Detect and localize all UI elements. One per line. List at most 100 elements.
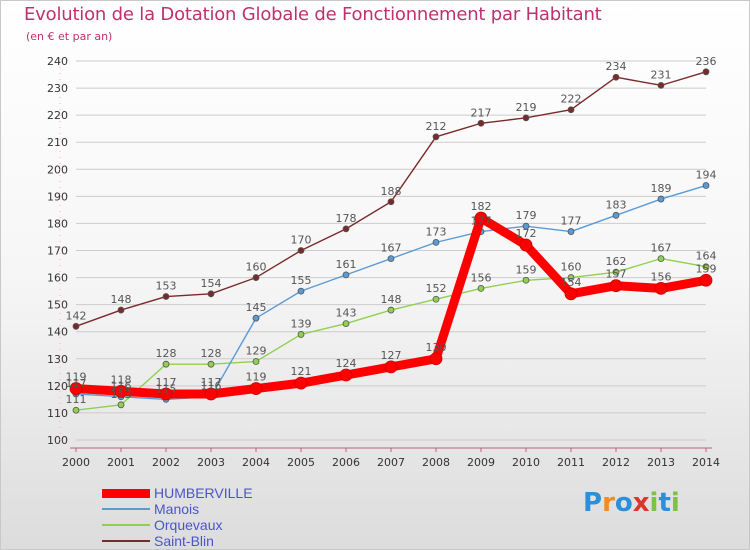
data-label-saint-blin: 219 [516, 101, 537, 114]
data-label-orquevaux: 164 [696, 250, 717, 263]
y-tick-label: 240 [47, 55, 68, 68]
data-label-humberville: 127 [381, 349, 402, 362]
data-point-manois [297, 287, 305, 295]
data-label-orquevaux: 160 [561, 261, 582, 274]
y-tick-label: 130 [47, 353, 68, 366]
data-point-orquevaux [567, 274, 575, 281]
data-point-humberville [474, 211, 488, 225]
data-label-humberville: 119 [246, 371, 267, 384]
x-tick-label: 2010 [512, 456, 540, 469]
x-tick-label: 2001 [107, 456, 135, 469]
data-label-saint-blin: 234 [606, 60, 627, 73]
data-label-saint-blin: 178 [336, 212, 357, 225]
data-label-manois: 194 [696, 169, 717, 182]
data-point-orquevaux [162, 360, 170, 368]
y-tick-label: 200 [47, 163, 68, 176]
data-label-humberville: 130 [426, 341, 447, 354]
data-label-manois: 189 [651, 182, 672, 195]
data-point-orquevaux [117, 401, 125, 409]
data-point-saint-blin [252, 274, 260, 281]
data-label-saint-blin: 160 [246, 261, 267, 274]
data-point-saint-blin [387, 198, 395, 206]
logo-letter: i [670, 488, 680, 518]
logo-letter: o [614, 488, 633, 518]
data-label-manois: 116 [201, 380, 222, 393]
data-point-manois [567, 228, 575, 235]
data-point-saint-blin [522, 114, 530, 122]
x-tick-label: 2008 [422, 456, 450, 469]
data-point-saint-blin [342, 225, 350, 233]
data-label-saint-blin: 142 [66, 309, 87, 322]
legend-label-manois: Manois [154, 501, 200, 517]
data-label-humberville: 124 [336, 357, 357, 370]
data-label-humberville: 117 [156, 376, 177, 389]
chart-subtitle: (en € et par an) [26, 30, 113, 43]
data-label-manois: 115 [156, 382, 177, 395]
data-point-saint-blin [162, 293, 170, 300]
x-tick-label: 2000 [62, 456, 90, 469]
data-label-orquevaux: 129 [246, 344, 267, 357]
y-tick-label: 190 [47, 190, 68, 203]
data-label-saint-blin: 222 [561, 93, 582, 106]
data-label-saint-blin: 217 [471, 106, 492, 119]
data-label-humberville: 118 [111, 373, 132, 386]
data-point-orquevaux [207, 360, 215, 368]
x-tick-label: 2005 [287, 456, 315, 469]
x-tick-label: 2014 [692, 456, 720, 469]
logo-letter: t [658, 488, 671, 518]
data-point-saint-blin [657, 81, 665, 89]
data-label-humberville: 156 [651, 270, 672, 283]
data-label-manois: 179 [516, 209, 537, 222]
data-label-orquevaux: 128 [201, 347, 222, 360]
data-point-orquevaux [432, 295, 440, 303]
data-point-saint-blin [567, 106, 575, 114]
data-point-orquevaux [522, 276, 530, 284]
data-label-orquevaux: 156 [471, 271, 492, 284]
data-label-manois: 177 [561, 215, 582, 228]
x-tick-label: 2004 [242, 456, 270, 469]
data-point-humberville [114, 384, 128, 398]
legend-label-humberville: HUMBERVILLE [154, 485, 253, 501]
data-label-orquevaux: 162 [606, 255, 627, 268]
data-point-orquevaux [612, 268, 620, 276]
data-point-orquevaux [342, 320, 350, 327]
x-tick-label: 2002 [152, 456, 180, 469]
x-tick-label: 2007 [377, 456, 405, 469]
data-point-orquevaux [702, 263, 710, 271]
series-orquevaux [72, 255, 710, 414]
data-point-humberville [294, 376, 308, 390]
data-point-saint-blin [207, 290, 215, 298]
y-tick-label: 160 [47, 272, 68, 285]
data-point-humberville [564, 287, 578, 301]
data-label-saint-blin: 170 [291, 234, 312, 247]
data-point-manois [657, 195, 665, 203]
data-point-humberville [159, 387, 173, 401]
data-label-humberville: 117 [201, 376, 222, 389]
data-point-orquevaux [297, 331, 305, 338]
data-label-manois: 173 [426, 225, 447, 238]
data-point-humberville [384, 360, 398, 374]
data-label-manois: 116 [111, 380, 132, 393]
data-label-orquevaux: 159 [516, 263, 537, 276]
x-tick-label: 2011 [557, 456, 585, 469]
data-point-humberville [429, 352, 443, 366]
logo-letter: r [602, 488, 615, 518]
data-label-saint-blin: 231 [651, 68, 672, 81]
x-tick-label: 2013 [647, 456, 675, 469]
y-tick-label: 100 [47, 434, 68, 447]
data-label-orquevaux: 139 [291, 317, 312, 330]
data-label-orquevaux: 128 [156, 347, 177, 360]
data-label-humberville: 154 [561, 276, 582, 289]
data-point-orquevaux [657, 255, 665, 263]
data-point-humberville [249, 382, 263, 395]
data-label-humberville: 159 [696, 262, 717, 275]
data-point-manois [432, 238, 440, 246]
data-label-saint-blin: 148 [111, 293, 132, 306]
data-label-saint-blin: 212 [426, 120, 447, 133]
data-label-manois: 167 [381, 242, 402, 255]
data-point-orquevaux [252, 358, 260, 365]
chart-title: Evolution de la Dotation Globale de Fonc… [24, 4, 602, 25]
data-point-manois [342, 271, 350, 279]
data-label-saint-blin: 154 [201, 277, 222, 290]
